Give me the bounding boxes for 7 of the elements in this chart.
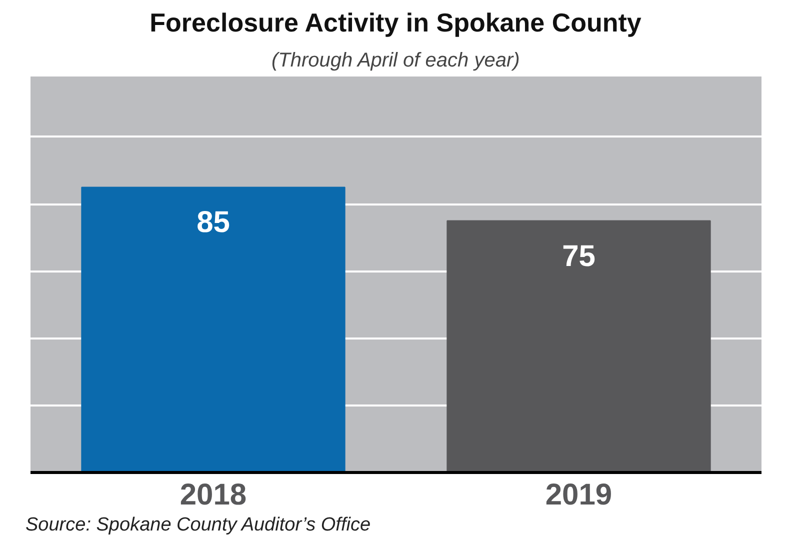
source-note: Source: Spokane County Auditor’s Office (26, 514, 371, 536)
chart-subtitle: (Through April of each year) (272, 50, 520, 72)
data-label: 75 (562, 240, 596, 273)
data-label: 85 (196, 206, 230, 240)
chart-title: Foreclosure Activity in Spokane County (150, 8, 642, 38)
x-tick-label: 2019 (545, 478, 612, 512)
x-tick-label: 2018 (180, 478, 247, 512)
